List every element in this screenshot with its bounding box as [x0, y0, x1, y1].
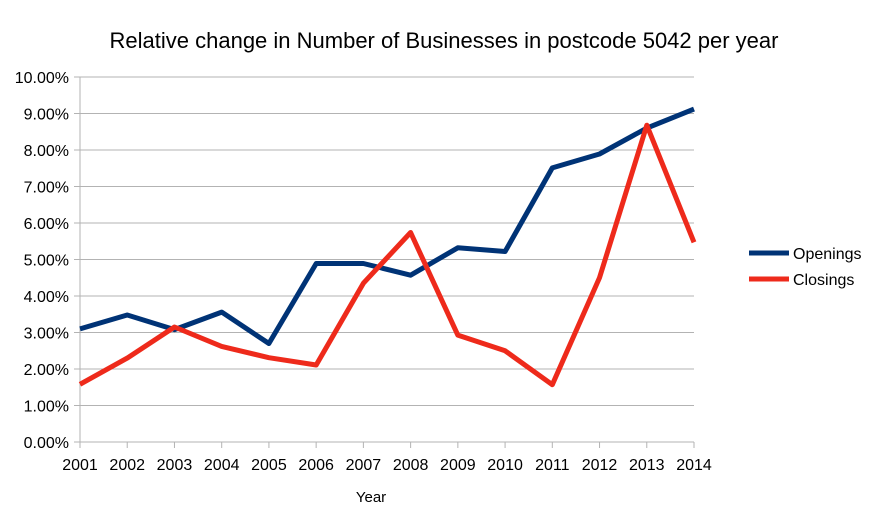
y-tick-label: 1.00%: [24, 399, 69, 416]
y-tick-label: 8.00%: [24, 143, 69, 160]
x-tick-label: 2001: [62, 457, 98, 474]
y-tick-label: 5.00%: [24, 253, 69, 270]
x-axis-title: Year: [356, 489, 386, 506]
legend-label: Openings: [793, 246, 862, 263]
y-tick-label: 7.00%: [24, 180, 69, 197]
gridlines: [74, 76, 694, 443]
axes: [79, 77, 695, 448]
x-tick-label: 2013: [629, 457, 665, 474]
x-tick-label: 2014: [676, 457, 712, 474]
y-tick-labels: 0.00% 1.00% 2.00% 3.00% 4.00% 5.00% 6.00% 7.00%…: [15, 70, 69, 452]
y-tick-label: 3.00%: [24, 326, 69, 343]
x-tick-label: 2012: [582, 457, 618, 474]
y-tick-label: 6.00%: [24, 216, 69, 233]
x-tick-label: 2007: [346, 457, 382, 474]
y-tick-label: 0.00%: [24, 435, 69, 452]
x-tick-label: 2004: [204, 457, 240, 474]
y-tick-label: 2.00%: [24, 362, 69, 379]
series-lines: [78, 106, 697, 388]
y-tick-label: 9.00%: [24, 107, 69, 124]
x-tick-label: 2009: [440, 457, 476, 474]
x-tick-label: 2005: [251, 457, 287, 474]
legend: Openings Closings: [749, 246, 862, 289]
y-tick-label: 10.00%: [15, 70, 69, 87]
x-tick-label: 2008: [393, 457, 429, 474]
x-tick-label: 2010: [487, 457, 523, 474]
x-tick-label: 2002: [109, 457, 145, 474]
x-tick-labels: 2001 2002 2003 2004 2005 2006 2007 2008 2009 2010…: [62, 457, 712, 474]
x-tick-label: 2011: [535, 457, 570, 474]
x-tick-label: 2003: [157, 457, 193, 474]
series-line-closings: [78, 122, 697, 388]
chart-title: Relative change in Number of Businesses …: [110, 28, 779, 53]
legend-label: Closings: [793, 272, 854, 289]
series-line-openings: [79, 106, 695, 346]
y-tick-label: 4.00%: [24, 289, 69, 306]
x-tick-label: 2006: [298, 457, 334, 474]
